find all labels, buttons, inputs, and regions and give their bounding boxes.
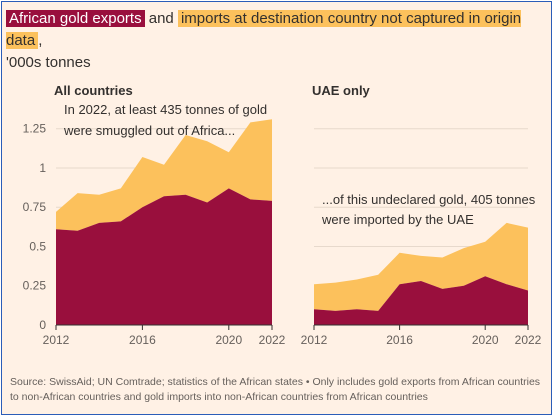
panel-title: All countries (54, 83, 133, 98)
area-not-captured (314, 222, 528, 311)
area-not-captured (56, 119, 272, 231)
x-tick-label: 2012 (301, 333, 328, 347)
annotation-text: were imported by the UAE (321, 212, 474, 227)
x-tick-label: 2020 (215, 333, 242, 347)
annotation-text: were smuggled out of Africa... (63, 123, 235, 138)
y-tick-label: 1.25 (23, 122, 47, 136)
x-tick-label: 2012 (43, 333, 70, 347)
x-tick-label: 2016 (129, 333, 156, 347)
x-tick-label: 2016 (386, 333, 413, 347)
area-exports (314, 276, 528, 325)
legend-exports-label: African gold exports (6, 10, 145, 27)
y-tick-label: 0.5 (29, 239, 46, 253)
annotation-text: ...of this undeclared gold, 405 tonnes (322, 192, 536, 207)
chart-panel-2: 2012 2016 2020 2022 UAE only ...of this undec… (301, 83, 542, 347)
x-tick-label: 2022 (515, 333, 542, 347)
chart-subtitle-units: '000s tonnes (6, 54, 91, 71)
y-tick-label: 0 (39, 318, 46, 332)
y-tick-label: 0.25 (23, 279, 47, 293)
x-tick-label: 2022 (259, 333, 286, 347)
source-note: Source: SwissAid; UN Comtrade; statistic… (10, 376, 541, 403)
title-comma: , (38, 32, 43, 49)
title-connector: and (144, 10, 178, 27)
x-tick-label: 2020 (472, 333, 499, 347)
panel-title: UAE only (312, 83, 371, 98)
annotation-text: In 2022, at least 435 tonnes of gold (64, 102, 267, 117)
y-tick-label: 1 (39, 161, 46, 175)
chart-title: African gold exports and imports at dest… (6, 8, 546, 74)
y-tick-label: 0.75 (23, 200, 47, 214)
area-exports (56, 188, 272, 325)
